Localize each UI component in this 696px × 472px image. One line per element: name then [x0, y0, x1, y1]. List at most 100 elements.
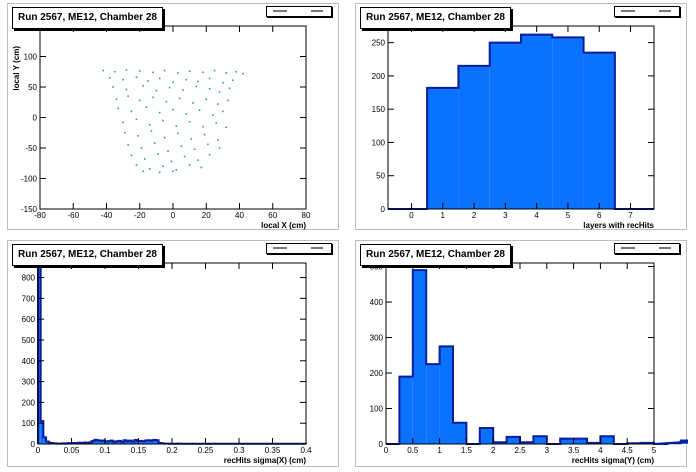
data-point — [175, 125, 178, 127]
histogram-bar — [126, 441, 130, 444]
panel-sigma-y: 0 0.5 1 1.5 2 2.5 3 3.5 4 4.5 5 0 100 200 300 400 500 rec… — [355, 240, 688, 467]
y-tick-label: 0 — [381, 205, 386, 214]
data-point — [205, 98, 208, 100]
y-tick-label: 400 — [22, 357, 36, 366]
x-tick-label: 3 — [503, 211, 508, 220]
x-tick-label: 0.2 — [166, 446, 178, 455]
data-point — [140, 147, 143, 149]
y-tick-label: 0 — [31, 440, 36, 449]
x-axis-title: local X (cm) — [261, 221, 306, 230]
x-tick-label: 3.5 — [568, 446, 580, 455]
data-point — [207, 143, 209, 146]
stats-box — [266, 6, 332, 17]
histogram-bar — [521, 34, 553, 209]
x-tick-label: 2.5 — [514, 446, 526, 455]
data-point — [177, 72, 179, 74]
stats-box — [614, 6, 680, 17]
data-point — [202, 71, 204, 74]
x-axis-title: layers with recHits — [583, 221, 654, 230]
data-point — [135, 118, 138, 121]
data-point — [213, 69, 216, 72]
histogram-bar — [123, 440, 127, 444]
y-tick-label: 50 — [376, 172, 385, 181]
data-point — [182, 89, 184, 91]
x-tick-label: 0.15 — [131, 446, 147, 455]
data-point — [142, 170, 144, 172]
data-point — [162, 119, 164, 122]
data-point — [162, 165, 164, 168]
data-point — [143, 158, 146, 160]
data-point — [188, 120, 191, 123]
x-tick-label: 1.5 — [461, 446, 473, 455]
y-tick-label: 100 — [372, 138, 386, 147]
data-point — [235, 70, 237, 73]
data-point — [200, 166, 203, 169]
y-tick-label: 800 — [22, 274, 36, 283]
x-tick-label: 0.05 — [64, 446, 80, 455]
x-axis-title: recHits sigma(X) (cm) — [224, 456, 307, 465]
y-tick-label: 500 — [22, 336, 36, 345]
data-point — [177, 132, 179, 135]
x-tick-label: 60 — [268, 211, 277, 220]
histogram-bar — [439, 346, 453, 444]
x-tick-label: 6 — [597, 211, 602, 220]
data-point — [130, 154, 133, 157]
data-point — [127, 144, 129, 146]
data-point — [215, 122, 218, 124]
data-point — [138, 99, 141, 102]
plot-frame — [37, 262, 307, 445]
histogram-bar — [153, 439, 156, 444]
data-point — [228, 87, 231, 90]
chart-canvas-0: -80 -60 -40 -20 0 20 40 60 80-150-100-50050100lo… — [12, 25, 311, 230]
plot-frame — [39, 25, 307, 210]
y-axis-title: local Y (cm) — [12, 46, 21, 91]
histogram-bar — [458, 65, 490, 209]
panel-title: Run 2567, ME12, Chamber 28 — [360, 7, 511, 29]
data-point — [222, 110, 224, 113]
histogram-bar — [426, 364, 440, 444]
histogram-bar — [121, 441, 124, 444]
data-point — [190, 138, 193, 140]
histogram-bar — [91, 441, 95, 444]
data-point — [152, 96, 154, 99]
x-tick-label: 7 — [628, 211, 633, 220]
data-point — [217, 103, 219, 105]
histogram-bar — [102, 440, 105, 444]
data-point — [135, 164, 138, 166]
data-point — [222, 81, 224, 84]
data-point — [167, 150, 169, 152]
x-tick-label: 5 — [652, 446, 657, 455]
histogram-bar — [134, 440, 138, 444]
histogram-bar — [46, 441, 49, 444]
x-tick-label: 0.35 — [265, 446, 281, 455]
x-tick-label: 2 — [472, 211, 477, 220]
x-tick-label: -40 — [101, 211, 113, 220]
histogram-bar — [131, 441, 135, 444]
chart-canvas-1: 0 1 2 3 4 5 6 7 0 50 100 150 200 250 layers with recHi… — [372, 25, 655, 230]
y-tick-label: 0 — [33, 114, 38, 123]
data-point — [193, 148, 196, 151]
data-point — [178, 97, 181, 100]
data-point — [114, 70, 116, 73]
histogram-bar — [96, 440, 100, 444]
x-tick-label: 4 — [598, 446, 603, 455]
data-point — [188, 164, 191, 166]
y-tick-label: 200 — [372, 72, 386, 81]
data-point — [208, 153, 211, 156]
data-point — [130, 110, 133, 113]
y-tick-label: 400 — [370, 298, 384, 307]
data-point — [122, 121, 124, 124]
data-point — [192, 102, 194, 104]
data-point — [125, 69, 128, 71]
histogram-bar — [139, 440, 143, 444]
y-tick-label: 300 — [22, 378, 36, 387]
data-point — [198, 109, 201, 111]
panel-title: Run 2567, ME12, Chamber 28 — [360, 244, 511, 266]
y-tick-label: 100 — [22, 419, 36, 428]
histogram-bar — [129, 440, 132, 444]
histogram-bar — [600, 436, 614, 444]
data-point — [172, 81, 174, 83]
data-point — [122, 78, 124, 81]
x-tick-label: 20 — [202, 211, 211, 220]
chart-canvas-3: 0 0.5 1 1.5 2 2.5 3 3.5 4 4.5 5 0 100 200 300 400 500 rec… — [370, 262, 688, 465]
